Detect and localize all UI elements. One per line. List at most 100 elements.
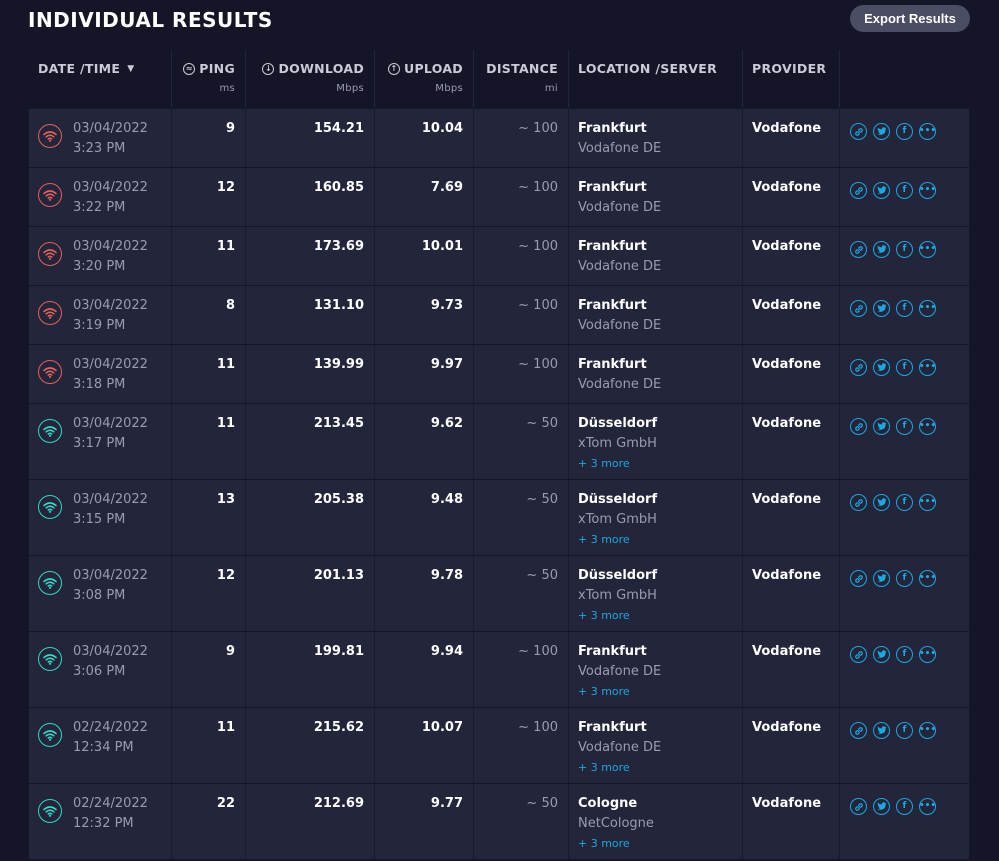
facebook-icon[interactable]: f: [896, 300, 913, 317]
actions-cell: f •••: [840, 784, 969, 859]
more-servers-link[interactable]: + 3 more: [578, 761, 630, 774]
wifi-icon: [38, 647, 62, 671]
facebook-icon[interactable]: f: [896, 359, 913, 376]
table-row[interactable]: 03/04/2022 3:15 PM 13 205.38 9.48 ~ 50 D…: [29, 480, 969, 555]
more-servers-link[interactable]: + 3 more: [578, 457, 630, 470]
more-icon[interactable]: •••: [919, 300, 936, 317]
column-location-server[interactable]: LOCATION /SERVER: [569, 50, 743, 108]
ping-cell: 11: [172, 345, 246, 403]
ping-value: 11: [216, 239, 235, 254]
facebook-icon[interactable]: f: [896, 241, 913, 258]
table-row[interactable]: 03/04/2022 3:06 PM 9 199.81 9.94 ~ 100 F…: [29, 632, 969, 707]
link-icon[interactable]: [850, 418, 867, 435]
twitter-icon[interactable]: [873, 241, 890, 258]
twitter-icon[interactable]: [873, 359, 890, 376]
link-icon[interactable]: [850, 494, 867, 511]
link-icon[interactable]: [850, 722, 867, 739]
wifi-icon: [38, 799, 62, 823]
more-icon[interactable]: •••: [919, 798, 936, 815]
download-value: 205.38: [313, 492, 364, 507]
twitter-icon[interactable]: [873, 300, 890, 317]
download-cell: 201.13: [246, 556, 375, 631]
column-ping-unit: ms: [219, 83, 235, 94]
twitter-icon[interactable]: [873, 123, 890, 140]
link-icon[interactable]: [850, 359, 867, 376]
twitter-icon[interactable]: [873, 722, 890, 739]
server-city: Frankfurt: [578, 298, 647, 313]
twitter-icon[interactable]: [873, 570, 890, 587]
table-row[interactable]: 03/04/2022 3:19 PM 8 131.10 9.73 ~ 100 F…: [29, 286, 969, 344]
facebook-icon[interactable]: f: [896, 570, 913, 587]
facebook-icon[interactable]: f: [896, 646, 913, 663]
more-icon[interactable]: •••: [919, 418, 936, 435]
link-icon[interactable]: [850, 241, 867, 258]
more-servers-link[interactable]: + 3 more: [578, 685, 630, 698]
column-download[interactable]: ↓ DOWNLOAD Mbps: [246, 50, 375, 108]
link-icon[interactable]: [850, 798, 867, 815]
provider-name: Vodafone: [752, 121, 822, 136]
table-row[interactable]: 03/04/2022 3:23 PM 9 154.21 10.04 ~ 100 …: [29, 109, 969, 167]
more-icon[interactable]: •••: [919, 123, 936, 140]
link-icon[interactable]: [850, 570, 867, 587]
ping-cell: 22: [172, 784, 246, 859]
date-cell: 03/04/2022 3:18 PM: [29, 345, 172, 403]
more-icon[interactable]: •••: [919, 241, 936, 258]
table-row[interactable]: 03/04/2022 3:08 PM 12 201.13 9.78 ~ 50 D…: [29, 556, 969, 631]
table-row[interactable]: 02/24/2022 12:32 PM 22 212.69 9.77 ~ 50 …: [29, 784, 969, 859]
more-icon[interactable]: •••: [919, 570, 936, 587]
actions-cell: f •••: [840, 404, 969, 479]
column-distance[interactable]: DISTANCE mi: [474, 50, 569, 108]
more-icon[interactable]: •••: [919, 182, 936, 199]
column-upload[interactable]: ↑ UPLOAD Mbps: [375, 50, 474, 108]
column-date-time[interactable]: DATE /TIME ▼: [29, 50, 172, 108]
result-date: 03/04/2022: [73, 492, 148, 507]
more-icon[interactable]: •••: [919, 494, 936, 511]
link-icon[interactable]: [850, 646, 867, 663]
twitter-icon[interactable]: [873, 798, 890, 815]
facebook-icon[interactable]: f: [896, 418, 913, 435]
wifi-icon: [38, 183, 62, 207]
provider-cell: Vodafone: [743, 227, 840, 285]
more-icon[interactable]: •••: [919, 722, 936, 739]
more-servers-link[interactable]: + 3 more: [578, 533, 630, 546]
table-row[interactable]: 03/04/2022 3:22 PM 12 160.85 7.69 ~ 100 …: [29, 168, 969, 226]
facebook-icon[interactable]: f: [896, 798, 913, 815]
actions-cell: f •••: [840, 632, 969, 707]
upload-cell: 9.62: [375, 404, 474, 479]
link-icon[interactable]: [850, 182, 867, 199]
page-title: INDIVIDUAL RESULTS: [28, 8, 273, 32]
twitter-icon[interactable]: [873, 494, 890, 511]
column-ping[interactable]: ≈ PING ms: [172, 50, 246, 108]
result-date: 03/04/2022: [73, 298, 148, 313]
table-row[interactable]: 02/24/2022 12:34 PM 11 215.62 10.07 ~ 10…: [29, 708, 969, 783]
facebook-icon[interactable]: f: [896, 182, 913, 199]
ping-value: 13: [216, 492, 235, 507]
twitter-icon[interactable]: [873, 182, 890, 199]
more-servers-link[interactable]: + 3 more: [578, 837, 630, 850]
twitter-icon[interactable]: [873, 646, 890, 663]
facebook-icon[interactable]: f: [896, 722, 913, 739]
more-servers-link[interactable]: + 3 more: [578, 609, 630, 622]
upload-cell: 9.77: [375, 784, 474, 859]
link-icon[interactable]: [850, 300, 867, 317]
date-cell: 03/04/2022 3:19 PM: [29, 286, 172, 344]
facebook-icon[interactable]: f: [896, 494, 913, 511]
row-actions: f •••: [850, 722, 936, 739]
column-provider[interactable]: PROVIDER: [743, 50, 840, 108]
server-name: Vodafone DE: [578, 377, 662, 392]
table-row[interactable]: 03/04/2022 3:20 PM 11 173.69 10.01 ~ 100…: [29, 227, 969, 285]
export-results-button[interactable]: Export Results: [850, 5, 970, 32]
result-time: 3:17 PM: [73, 436, 126, 451]
table-row[interactable]: 03/04/2022 3:17 PM 11 213.45 9.62 ~ 50 D…: [29, 404, 969, 479]
more-icon[interactable]: •••: [919, 359, 936, 376]
wifi-icon: [38, 124, 62, 148]
chevron-down-icon[interactable]: ▼: [127, 63, 135, 74]
location-cell: Düsseldorf xTom GmbH + 3 more: [569, 404, 743, 479]
table-row[interactable]: 03/04/2022 3:18 PM 11 139.99 9.97 ~ 100 …: [29, 345, 969, 403]
server-city: Düsseldorf: [578, 416, 658, 431]
twitter-icon[interactable]: [873, 418, 890, 435]
link-icon[interactable]: [850, 123, 867, 140]
more-icon[interactable]: •••: [919, 646, 936, 663]
facebook-icon[interactable]: f: [896, 123, 913, 140]
upload-value: 10.01: [421, 239, 463, 254]
